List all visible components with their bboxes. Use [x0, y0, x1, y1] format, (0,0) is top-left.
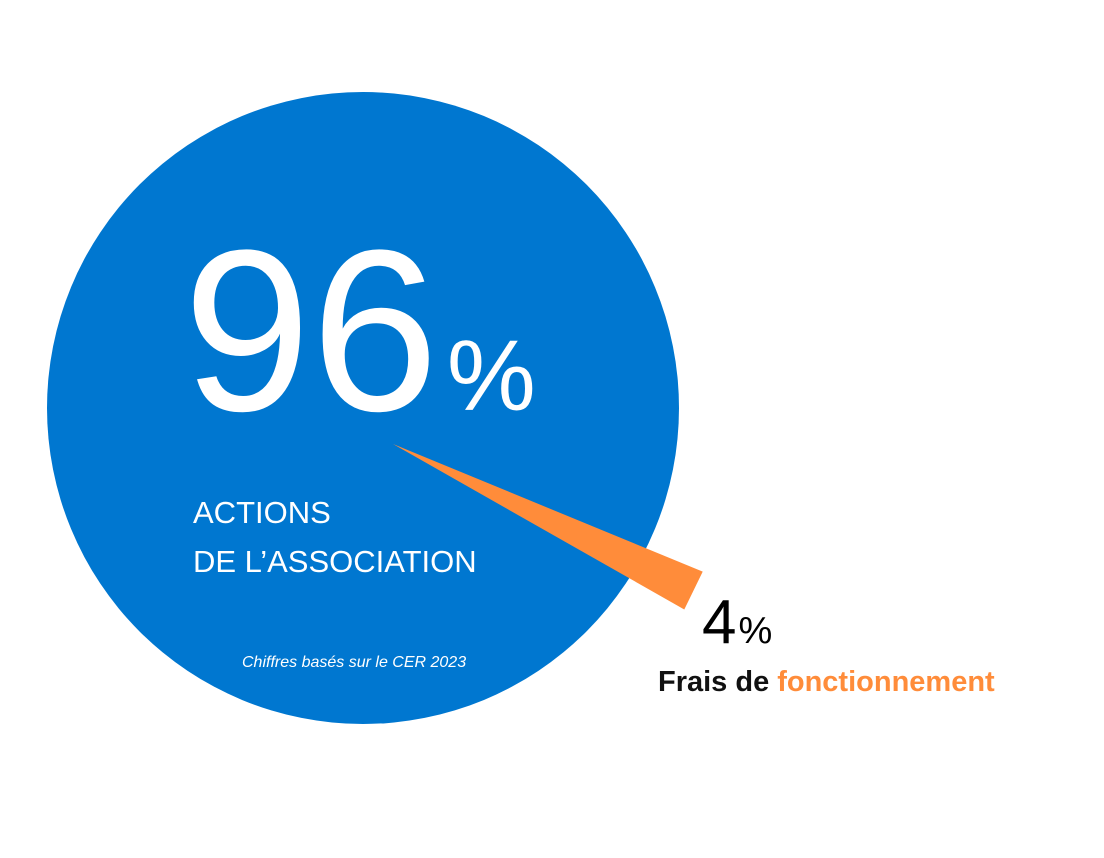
value-number: 96 [183, 202, 439, 459]
marks [47, 92, 703, 724]
pie-slice [47, 92, 679, 724]
value-unit: % [738, 610, 772, 652]
note: Chiffres basés sur le CER 2023 [242, 654, 466, 671]
value-number: 4 [702, 588, 736, 657]
value-label: 96% [183, 202, 536, 459]
category-label-part: Frais de [658, 666, 769, 698]
pie-slice [393, 444, 703, 610]
category-label: Frais de fonctionnement [658, 666, 995, 698]
category-label-part: fonctionnement [777, 666, 995, 698]
category-label: ACTIONS [193, 495, 331, 530]
category-label: DE L’ASSOCIATION [193, 544, 477, 579]
value-unit: % [447, 320, 536, 432]
value-label: 4% [702, 588, 772, 657]
